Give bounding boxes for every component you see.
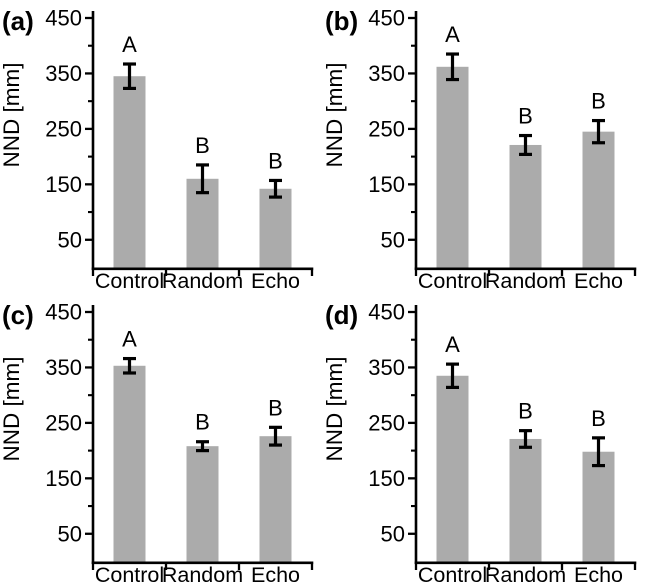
y-tick-label: 350 bbox=[45, 61, 82, 86]
error-bar-control bbox=[123, 356, 136, 375]
error-bar-random bbox=[519, 133, 532, 156]
axes bbox=[414, 305, 637, 565]
y-tick-label: 150 bbox=[45, 466, 82, 491]
y-tick-label: 50 bbox=[381, 227, 405, 252]
panel-label: (d) bbox=[325, 300, 358, 330]
bar-random bbox=[509, 144, 542, 268]
y-tick-label: 50 bbox=[58, 521, 82, 546]
error-bar-echo bbox=[592, 118, 605, 145]
y-tick-label: 150 bbox=[45, 172, 82, 197]
panel-b: A B B 450 350 250 150 50 Control Random Echo NND [m… bbox=[322, 0, 646, 294]
bar-echo bbox=[582, 451, 615, 562]
bar-control bbox=[436, 375, 469, 562]
x-category-label-echo: Echo bbox=[574, 269, 623, 293]
error-bar-random bbox=[196, 163, 209, 195]
axes bbox=[91, 11, 314, 271]
error-bar-echo bbox=[269, 425, 282, 447]
y-tick-label: 150 bbox=[368, 172, 405, 197]
y-tick-label: 450 bbox=[368, 6, 405, 31]
error-bar-echo bbox=[269, 178, 282, 199]
bar-echo bbox=[259, 436, 292, 562]
y-tick-label: 250 bbox=[368, 116, 405, 141]
error-bar-echo bbox=[592, 436, 605, 468]
panel-label: (a) bbox=[2, 6, 34, 36]
y-tick-label: 350 bbox=[45, 355, 82, 380]
sig-letter-echo: B bbox=[268, 148, 283, 173]
bar-control bbox=[113, 365, 146, 562]
error-bar-control bbox=[446, 52, 459, 82]
error-bar-control bbox=[446, 362, 459, 390]
sig-letter-random: B bbox=[518, 399, 533, 424]
panel-label: (b) bbox=[325, 6, 358, 36]
y-tick-label: 450 bbox=[45, 6, 82, 31]
x-category-label-control: Control bbox=[418, 269, 487, 293]
x-category-label-random: Random bbox=[162, 269, 243, 293]
sig-letter-echo: B bbox=[268, 395, 283, 420]
sig-letter-control: A bbox=[122, 327, 137, 352]
y-tick-label: 450 bbox=[45, 300, 82, 325]
bar-control bbox=[436, 66, 469, 268]
x-category-label-random: Random bbox=[162, 563, 243, 587]
bar-echo bbox=[259, 188, 292, 268]
sig-letter-random: B bbox=[195, 133, 210, 158]
bar-random bbox=[509, 438, 542, 562]
sig-letter-echo: B bbox=[591, 406, 606, 431]
x-category-label-echo: Echo bbox=[251, 563, 300, 587]
sig-letter-control: A bbox=[445, 332, 460, 357]
x-category-label-echo: Echo bbox=[574, 563, 623, 587]
sig-letter-echo: B bbox=[591, 89, 606, 114]
x-category-label-control: Control bbox=[95, 269, 164, 293]
y-tick-label: 250 bbox=[45, 410, 82, 435]
bar-echo bbox=[582, 131, 615, 268]
error-bar-control bbox=[123, 62, 136, 91]
y-tick-label: 350 bbox=[368, 355, 405, 380]
y-tick-label: 450 bbox=[368, 300, 405, 325]
x-category-label-control: Control bbox=[418, 563, 487, 587]
panel-label: (c) bbox=[2, 300, 34, 330]
sig-letter-random: B bbox=[195, 410, 210, 435]
sig-letter-control: A bbox=[122, 32, 137, 57]
bar-control bbox=[113, 76, 146, 268]
y-tick-label: 50 bbox=[58, 227, 82, 252]
error-bar-random bbox=[519, 429, 532, 449]
sig-letter-random: B bbox=[518, 104, 533, 129]
x-category-label-echo: Echo bbox=[251, 269, 300, 293]
y-tick-label: 250 bbox=[368, 410, 405, 435]
bar-random bbox=[186, 446, 219, 562]
y-axis-label: NND [mm] bbox=[0, 63, 24, 168]
y-axis-label: NND [mm] bbox=[323, 357, 347, 462]
sig-letter-control: A bbox=[445, 22, 460, 47]
y-tick-label: 50 bbox=[381, 521, 405, 546]
x-category-label-random: Random bbox=[485, 563, 566, 587]
y-tick-label: 150 bbox=[368, 466, 405, 491]
y-tick-label: 350 bbox=[368, 61, 405, 86]
panel-d: A B B 450 350 250 150 50 Control Random Echo NND [m… bbox=[322, 294, 646, 588]
panel-a: A B B 450 350 250 150 50 Control Random Echo NND [m… bbox=[0, 0, 323, 294]
x-category-label-random: Random bbox=[485, 269, 566, 293]
y-tick-label: 250 bbox=[45, 116, 82, 141]
axes bbox=[414, 11, 637, 271]
axes bbox=[91, 305, 314, 565]
y-axis-label: NND [mm] bbox=[323, 63, 347, 168]
y-axis-label: NND [mm] bbox=[0, 357, 24, 462]
panel-c: A B B 450 350 250 150 50 Control Random Echo NND [m… bbox=[0, 294, 323, 588]
error-bar-random bbox=[196, 440, 209, 453]
x-category-label-control: Control bbox=[95, 563, 164, 587]
